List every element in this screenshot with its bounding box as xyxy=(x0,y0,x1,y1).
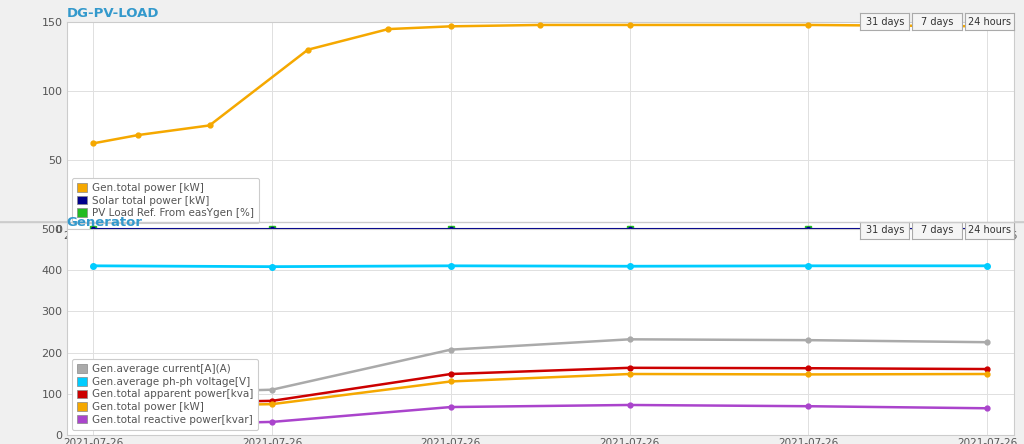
Legend: Gen.average current[A](A), Gen.average ph-ph voltage[V], Gen.total apparent powe: Gen.average current[A](A), Gen.average p… xyxy=(72,359,258,430)
Text: 24 hours: 24 hours xyxy=(968,226,1011,235)
Text: 31 days: 31 days xyxy=(865,17,904,27)
Text: Generator: Generator xyxy=(67,216,142,229)
Text: 24 hours: 24 hours xyxy=(968,17,1011,27)
Text: 31 days: 31 days xyxy=(865,226,904,235)
Legend: Gen.total power [kW], Solar total power [kW], PV Load Ref. From easYgen [%]: Gen.total power [kW], Solar total power … xyxy=(72,178,259,223)
Text: 7 days: 7 days xyxy=(921,17,953,27)
Text: 7 days: 7 days xyxy=(921,226,953,235)
Text: DG-PV-LOAD: DG-PV-LOAD xyxy=(67,7,159,20)
